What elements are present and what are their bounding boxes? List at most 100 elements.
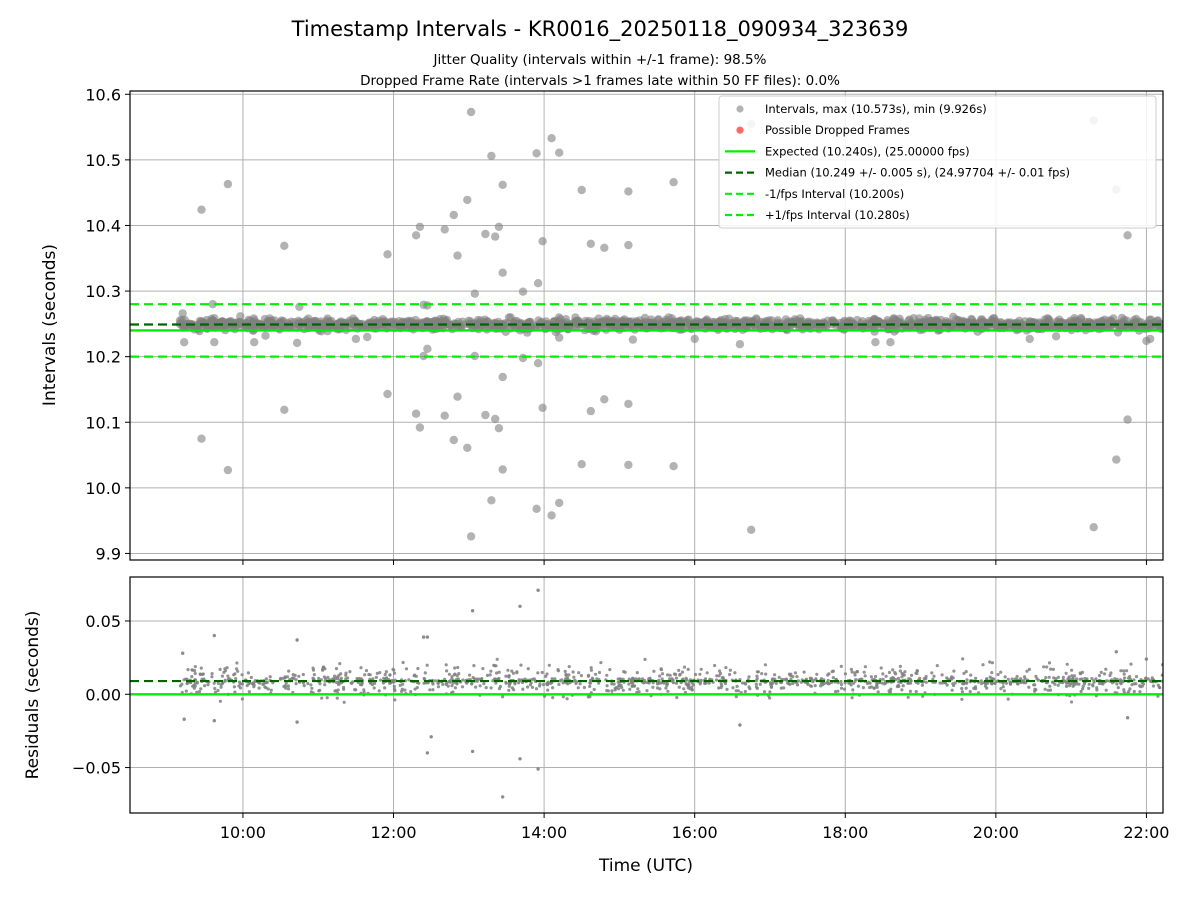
interval-point <box>734 689 738 693</box>
interval-point <box>199 666 203 670</box>
interval-point <box>1132 689 1136 694</box>
interval-point <box>698 682 702 686</box>
interval-point <box>1003 320 1013 329</box>
interval-point <box>235 661 239 665</box>
y-tick-label: 10.4 <box>85 216 121 235</box>
interval-point <box>592 324 601 333</box>
interval-point <box>206 683 210 687</box>
legend-label: Intervals, max (10.573s), min (9.926s) <box>765 102 987 116</box>
interval-point <box>731 686 735 690</box>
interval-point <box>286 687 291 691</box>
interval-point <box>311 666 315 670</box>
interval-point <box>335 696 339 700</box>
interval-point <box>658 687 662 691</box>
interval-point <box>526 667 530 671</box>
interval-point <box>876 690 880 694</box>
outlier-point <box>470 609 475 613</box>
interval-point <box>651 685 655 689</box>
interval-point <box>901 672 905 677</box>
interval-point <box>880 319 889 329</box>
outlier-point <box>518 287 528 296</box>
interval-point <box>918 676 922 680</box>
interval-point <box>185 681 189 686</box>
interval-point <box>392 687 396 691</box>
interval-point <box>670 677 674 681</box>
interval-point <box>1070 674 1074 678</box>
interval-point <box>1129 662 1133 666</box>
interval-point <box>346 676 350 680</box>
interval-point <box>893 671 897 675</box>
outlier-point <box>210 338 219 347</box>
interval-point <box>507 675 511 679</box>
interval-point <box>253 679 257 683</box>
interval-point <box>1099 670 1103 675</box>
x-tick-label: 12:00 <box>370 823 416 842</box>
interval-point <box>1016 682 1020 686</box>
interval-point <box>632 684 637 688</box>
interval-point <box>865 681 870 686</box>
legend-label: -1/fps Interval (10.200s) <box>765 187 904 201</box>
y-tick-label: −0.05 <box>72 759 121 778</box>
outlier-point <box>547 511 556 520</box>
interval-point <box>1144 676 1148 680</box>
legend-box <box>718 95 1157 229</box>
interval-point <box>1079 689 1083 694</box>
interval-point <box>698 672 702 676</box>
outlier-point <box>425 635 430 639</box>
interval-point <box>401 660 405 665</box>
outlier-point <box>182 717 186 721</box>
outlier-point <box>411 409 421 418</box>
interval-point <box>1150 676 1154 680</box>
interval-point <box>1097 681 1101 686</box>
interval-point <box>1006 697 1010 701</box>
interval-point <box>620 685 624 690</box>
interval-point <box>1087 686 1091 691</box>
interval-point <box>530 685 535 690</box>
interval-point <box>477 677 481 681</box>
x-tick-label: 10:00 <box>220 823 266 842</box>
interval-point <box>480 677 484 681</box>
interval-point <box>354 688 358 692</box>
interval-point <box>263 319 272 328</box>
interval-point <box>484 686 488 690</box>
interval-point <box>988 660 992 664</box>
outlier-point <box>197 434 206 443</box>
outlier-point <box>491 232 500 241</box>
interval-point <box>543 694 547 698</box>
interval-point <box>907 318 916 327</box>
interval-point <box>550 677 554 681</box>
interval-point <box>770 681 774 686</box>
outlier-point <box>423 344 432 353</box>
interval-point <box>1119 669 1123 673</box>
interval-point <box>847 681 851 685</box>
interval-point <box>588 681 592 685</box>
interval-point <box>872 686 876 690</box>
interval-point <box>498 684 502 689</box>
interval-point <box>333 674 337 678</box>
outlier-point <box>383 389 392 399</box>
outlier-point <box>429 735 433 739</box>
outlier-point <box>498 180 507 189</box>
interval-point <box>536 671 540 675</box>
interval-point <box>364 669 369 673</box>
interval-point <box>201 672 205 676</box>
outlier-point <box>1114 650 1119 654</box>
interval-point <box>728 672 732 677</box>
interval-point <box>582 685 587 690</box>
interval-point <box>323 679 327 683</box>
outlier-point <box>533 359 543 368</box>
outlier-point <box>536 588 540 592</box>
interval-point <box>513 682 517 686</box>
interval-point <box>861 686 866 690</box>
interval-point <box>782 686 786 690</box>
interval-point <box>608 668 612 672</box>
interval-point <box>351 680 355 684</box>
interval-point <box>511 671 516 675</box>
interval-point <box>306 681 310 686</box>
interval-point <box>409 690 413 694</box>
outlier-point <box>351 334 361 344</box>
interval-point <box>403 688 407 692</box>
interval-point <box>830 670 834 674</box>
interval-point <box>504 674 508 678</box>
